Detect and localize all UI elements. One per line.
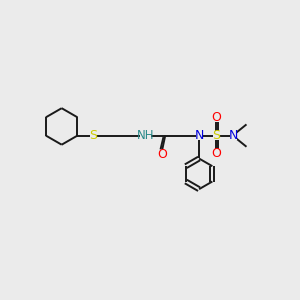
Bar xyxy=(140,130,151,141)
Text: O: O xyxy=(157,148,167,161)
Text: O: O xyxy=(211,111,221,124)
Text: NH: NH xyxy=(136,129,154,142)
Text: N: N xyxy=(229,129,238,142)
Bar xyxy=(196,131,202,140)
Text: S: S xyxy=(89,129,97,142)
Bar xyxy=(212,149,220,158)
Bar xyxy=(212,114,220,122)
Bar xyxy=(158,150,166,158)
Text: N: N xyxy=(194,129,204,142)
Text: O: O xyxy=(211,147,221,160)
Bar xyxy=(213,131,220,140)
Text: S: S xyxy=(212,129,220,142)
Bar xyxy=(230,131,237,140)
